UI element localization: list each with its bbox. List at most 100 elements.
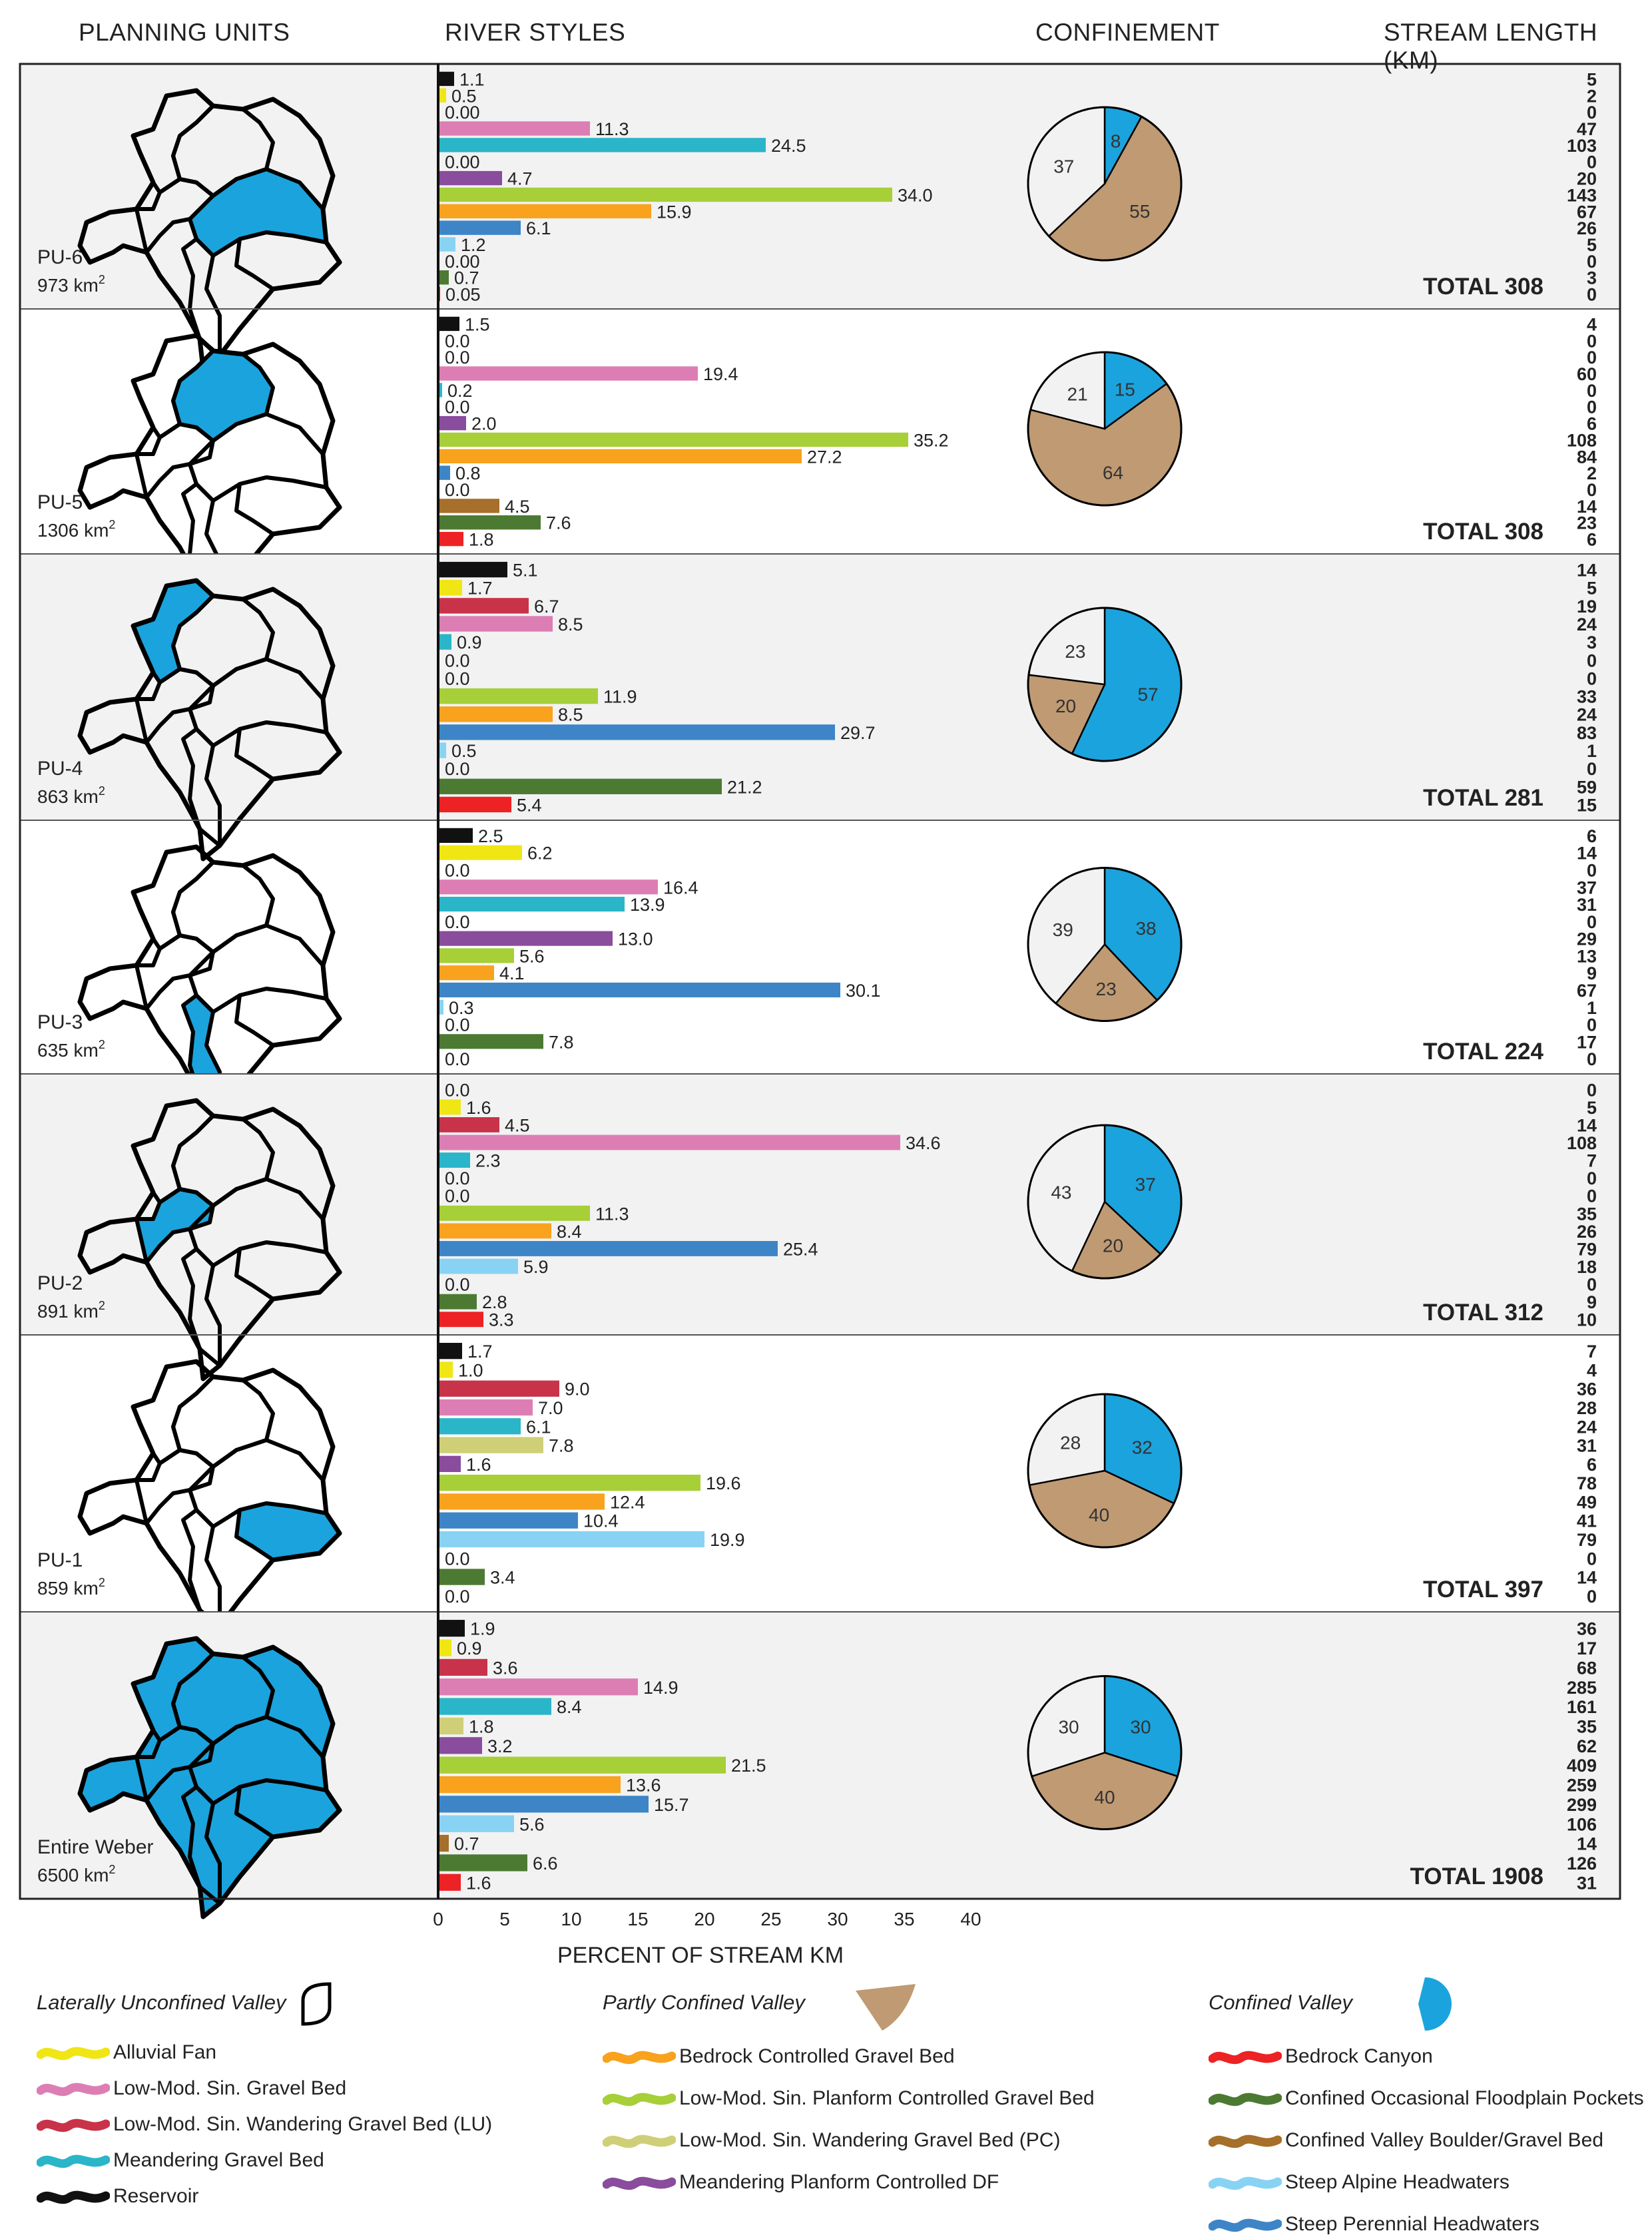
bar-value-label: 8.5 [558, 615, 583, 634]
bar [439, 1776, 621, 1794]
bar [439, 1873, 461, 1891]
bar-value-label: 0.0 [445, 1275, 470, 1295]
bar [439, 88, 446, 103]
bar [439, 121, 590, 136]
bar [439, 286, 440, 302]
bar [439, 965, 494, 981]
bar [439, 1342, 462, 1360]
unit-area: 1306 km2 [37, 518, 115, 541]
bar-value-label: 1.2 [461, 235, 486, 255]
stream-length-value: 31 [1577, 1873, 1597, 1893]
stream-length-value: 0 [1587, 1049, 1597, 1069]
unconfined-valley-icon [296, 1981, 336, 2031]
stream-length-value: 4 [1587, 1360, 1597, 1380]
bar-value-label: 29.7 [840, 723, 876, 743]
bar-value-label: 6.1 [526, 1417, 551, 1437]
stream-length-value: 79 [1577, 1530, 1597, 1550]
stream-length-value: 9 [1587, 963, 1597, 983]
bar [439, 796, 511, 813]
bar-value-label: 6.1 [526, 218, 551, 238]
legend-item-label: Meandering Planform Controlled DF [679, 2171, 999, 2193]
stream-length-value: 7 [1587, 1342, 1597, 1362]
bar [439, 138, 766, 152]
bar-value-label: 19.9 [710, 1530, 745, 1550]
stream-length-value: 143 [1567, 185, 1597, 205]
bar-value-label: 2.0 [471, 414, 497, 434]
bar [439, 828, 473, 843]
stream-length-value: 31 [1577, 895, 1597, 915]
stream-length-value: 7 [1587, 1151, 1597, 1171]
bar [439, 449, 802, 463]
stream-length-value: 14 [1577, 561, 1597, 581]
bar-value-label: 8.5 [558, 705, 583, 725]
x-tick-label: 0 [433, 1909, 443, 1929]
legend-swatch [1208, 2090, 1282, 2113]
pie-label-partly: 55 [1129, 201, 1150, 222]
legend-swatch [36, 2044, 111, 2067]
pie-outline [1027, 1393, 1183, 1549]
bar [439, 531, 463, 547]
confined-valley-icon [1408, 1974, 1462, 2037]
bar-value-label: 0.0 [445, 348, 470, 368]
bar-value-label: 24.5 [771, 136, 806, 156]
sub-basin-outline [171, 1375, 275, 1469]
stream-length-value: 26 [1577, 218, 1597, 238]
planning-unit-map [77, 578, 342, 862]
bar [439, 1258, 518, 1274]
stream-length-value: 0 [1587, 1549, 1597, 1569]
unit-area-superscript: 2 [109, 1863, 115, 1876]
bar [439, 204, 651, 218]
unit-area-superscript: 2 [99, 784, 105, 798]
bar-value-label: 14.9 [643, 1678, 679, 1698]
bar-value-label: 1.1 [459, 69, 485, 89]
bar [439, 1362, 453, 1378]
sub-basin-outline [171, 860, 275, 954]
bar-value-label: 15.9 [657, 202, 692, 222]
legend-item-label: Low-Mod. Sin. Planform Controlled Gravel… [679, 2087, 1095, 2109]
bar-value-label: 3.3 [489, 1310, 514, 1330]
stream-length-value: 36 [1577, 1619, 1597, 1639]
total-label: TOTAL 1908 [1410, 1864, 1543, 1889]
bar [439, 1737, 482, 1754]
bar-value-label: 30.1 [846, 981, 881, 1001]
stream-length-value: 17 [1577, 1032, 1597, 1052]
bar-value-label: 2.3 [475, 1151, 501, 1171]
stream-length-value: 17 [1577, 1638, 1597, 1658]
bar [439, 1455, 461, 1473]
bar [439, 237, 455, 252]
legend-swatch [36, 2188, 111, 2211]
legend-item-label: Bedrock Canyon [1285, 2045, 1433, 2067]
bar-value-label: 0.5 [451, 741, 477, 761]
bar-value-label: 7.6 [546, 513, 571, 533]
bar-value-label: 19.4 [703, 364, 738, 384]
bar-value-label: 3.6 [493, 1658, 518, 1678]
stream-length-value: 0 [1587, 348, 1597, 368]
bar [439, 1312, 483, 1328]
legend-swatch [602, 2048, 677, 2071]
legend-item-label: Alluvial Fan [113, 2041, 217, 2063]
pie-outline [1027, 351, 1183, 507]
stream-length-value: 0 [1587, 397, 1597, 417]
basin-outline [77, 578, 342, 862]
bar-value-label: 0.0 [445, 860, 470, 880]
stream-length-value: 24 [1577, 615, 1597, 634]
legend-item-label: Confined Valley Boulder/Gravel Bed [1285, 2129, 1604, 2151]
bar [439, 580, 462, 596]
legend-swatch [36, 2152, 111, 2175]
bar-value-label: 13.0 [618, 929, 653, 949]
bar-value-label: 3.2 [487, 1736, 513, 1756]
bar-value-label: 0.0 [445, 1080, 470, 1100]
unit-area: 859 km2 [37, 1576, 105, 1599]
total-label: TOTAL 312 [1423, 1300, 1543, 1326]
unit-name: PU-6 [37, 246, 83, 268]
stream-length-value: 78 [1577, 1473, 1597, 1493]
bar-value-label: 1.6 [466, 1455, 491, 1475]
bar-value-label: 0.2 [447, 381, 473, 401]
bar-value-label: 11.9 [603, 687, 637, 707]
legend-swatch [602, 2174, 677, 2197]
stream-length-value: 9 [1587, 1292, 1597, 1312]
bar-value-label: 0.0 [445, 1015, 470, 1035]
bar [439, 1620, 465, 1637]
legend-swatch [1208, 2048, 1282, 2071]
